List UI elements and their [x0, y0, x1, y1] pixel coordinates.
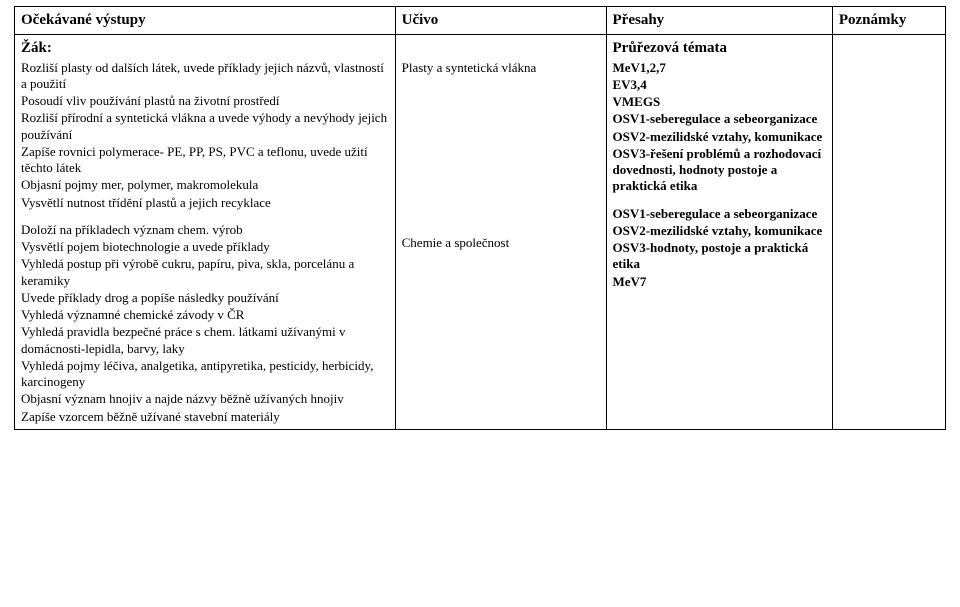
curriculum-table: Očekávané výstupy Učivo Přesahy Poznámky… [14, 6, 946, 430]
outcomes-cell: Žák: Rozliší plasty od dalších látek, uv… [15, 34, 396, 429]
presahy-line: OSV2-mezilidské vztahy, komunikace [613, 129, 826, 145]
outcomes-line: Vyhledá postup při výrobě cukru, papíru,… [21, 256, 389, 289]
outcomes-line: Objasní pojmy mer, polymer, makromolekul… [21, 177, 389, 193]
poznamky-cell [832, 34, 945, 429]
outcomes-line: Uvede příklady drog a popíše následky po… [21, 290, 389, 306]
outcomes-line: Objasní význam hnojiv a najde názvy běžn… [21, 391, 389, 407]
table-header-row: Očekávané výstupy Učivo Přesahy Poznámky [15, 7, 946, 35]
outcomes-line: Rozliší plasty od dalších látek, uvede p… [21, 60, 389, 93]
table-row: Žák: Rozliší plasty od dalších látek, uv… [15, 34, 946, 429]
outcomes-line: Vyhledá významné chemické závody v ČR [21, 307, 389, 323]
zak-label: Žák: [21, 39, 389, 58]
presahy-line: OSV1-seberegulace a sebeorganizace [613, 206, 826, 222]
outcomes-line: Zapíše rovnici polymerace- PE, PP, PS, P… [21, 144, 389, 177]
ucivo-line: Chemie a společnost [402, 235, 600, 251]
presahy-line: MeV1,2,7 [613, 60, 826, 76]
ucivo-spacer [402, 76, 600, 234]
outcomes-line: Vyhledá pojmy léčiva, analgetika, antipy… [21, 358, 389, 391]
presahy-line: OSV3-hodnoty, postoje a praktická etika [613, 240, 826, 273]
outcomes-line: Zapíše vzorcem běžně užívané stavební ma… [21, 409, 389, 425]
presahy-line: VMEGS [613, 94, 826, 110]
presahy-cell: Průřezová témata MeV1,2,7 EV3,4 VMEGS OS… [606, 34, 832, 429]
section-gap [613, 195, 826, 205]
presahy-line: OSV2-mezilidské vztahy, komunikace [613, 223, 826, 239]
ucivo-line: Plasty a syntetická vlákna [402, 60, 600, 76]
outcomes-line: Posoudí vliv používání plastů na životní… [21, 93, 389, 109]
ucivo-spacer [402, 39, 600, 59]
presahy-line: MeV7 [613, 274, 826, 290]
presahy-line: OSV3-řešení problémů a rozhodovací doved… [613, 146, 826, 195]
outcomes-line: Vysvětlí pojem biotechnologie a uvede př… [21, 239, 389, 255]
outcomes-line: Vysvětlí nutnost třídění plastů a jejich… [21, 195, 389, 211]
ucivo-cell: Plasty a syntetická vlákna Chemie a spol… [395, 34, 606, 429]
header-outcomes: Očekávané výstupy [15, 7, 396, 35]
outcomes-line: Doloží na příkladech význam chem. výrob [21, 222, 389, 238]
header-ucivo: Učivo [395, 7, 606, 35]
header-poznamky: Poznámky [832, 7, 945, 35]
presahy-line: EV3,4 [613, 77, 826, 93]
outcomes-line: Vyhledá pravidla bezpečné práce s chem. … [21, 324, 389, 357]
outcomes-line: Rozliší přírodní a syntetická vlákna a u… [21, 110, 389, 143]
section-gap [21, 211, 389, 221]
prurez-label: Průřezová témata [613, 39, 826, 58]
header-presahy: Přesahy [606, 7, 832, 35]
presahy-line: OSV1-seberegulace a sebeorganizace [613, 111, 826, 127]
